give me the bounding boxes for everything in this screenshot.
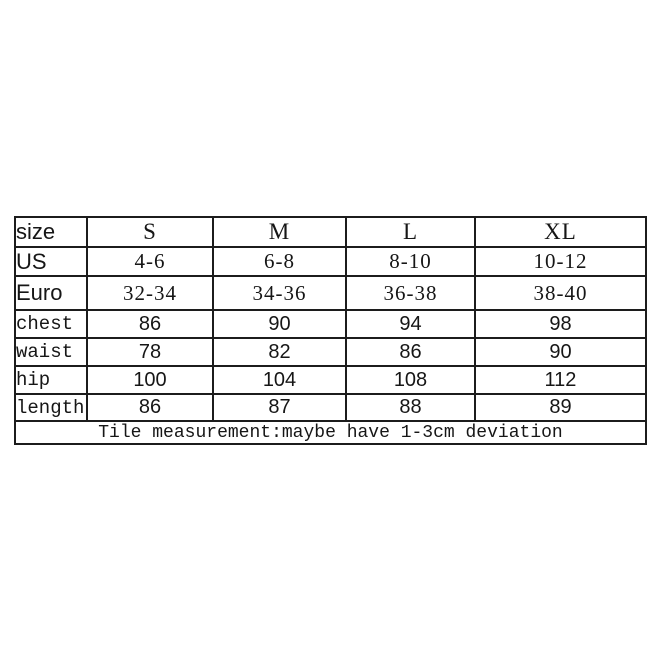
column-header-s: S bbox=[86, 216, 214, 248]
table-cell: 10-12 bbox=[474, 246, 647, 277]
row-label-chest: chest bbox=[14, 309, 88, 339]
table-row-us: US 4-6 6-8 8-10 10-12 bbox=[14, 246, 647, 277]
row-label-us: US bbox=[14, 246, 88, 277]
column-header-m: M bbox=[212, 216, 347, 248]
table-cell: 36-38 bbox=[345, 275, 476, 311]
table-cell: 86 bbox=[345, 337, 476, 367]
table-cell: 32-34 bbox=[86, 275, 214, 311]
table-row-footer-note: Tile measurement:maybe have 1-3cm deviat… bbox=[14, 420, 647, 445]
table-cell: 86 bbox=[86, 309, 214, 339]
column-header-xl: XL bbox=[474, 216, 647, 248]
table-cell: 34-36 bbox=[212, 275, 347, 311]
table-cell: 108 bbox=[345, 365, 476, 395]
table-cell: 88 bbox=[345, 393, 476, 422]
table-cell: 6-8 bbox=[212, 246, 347, 277]
table-cell: 86 bbox=[86, 393, 214, 422]
table-cell: 104 bbox=[212, 365, 347, 395]
column-header-l: L bbox=[345, 216, 476, 248]
table-row-hip: hip 100 104 108 112 bbox=[14, 365, 647, 395]
table-row-euro: Euro 32-34 34-36 36-38 38-40 bbox=[14, 275, 647, 311]
row-label-euro: Euro bbox=[14, 275, 88, 311]
table-cell: 78 bbox=[86, 337, 214, 367]
row-label-hip: hip bbox=[14, 365, 88, 395]
table-cell: 100 bbox=[86, 365, 214, 395]
table-cell: 4-6 bbox=[86, 246, 214, 277]
table-row-waist: waist 78 82 86 90 bbox=[14, 337, 647, 367]
table-cell: 90 bbox=[474, 337, 647, 367]
row-label-waist: waist bbox=[14, 337, 88, 367]
row-label-length: length bbox=[14, 393, 88, 422]
table-cell: 38-40 bbox=[474, 275, 647, 311]
table-cell: 82 bbox=[212, 337, 347, 367]
table-cell: 112 bbox=[474, 365, 647, 395]
table-cell: 87 bbox=[212, 393, 347, 422]
table-row-header: size S M L XL bbox=[14, 216, 647, 248]
deviation-note: Tile measurement:maybe have 1-3cm deviat… bbox=[14, 420, 647, 445]
table-cell: 89 bbox=[474, 393, 647, 422]
table-cell: 8-10 bbox=[345, 246, 476, 277]
table-row-length: length 86 87 88 89 bbox=[14, 393, 647, 422]
size-chart-table: size S M L XL US 4-6 6-8 8-10 10-12 Euro… bbox=[14, 216, 647, 445]
header-label-size: size bbox=[14, 216, 88, 248]
table-cell: 90 bbox=[212, 309, 347, 339]
table-cell: 94 bbox=[345, 309, 476, 339]
table-row-chest: chest 86 90 94 98 bbox=[14, 309, 647, 339]
table-cell: 98 bbox=[474, 309, 647, 339]
